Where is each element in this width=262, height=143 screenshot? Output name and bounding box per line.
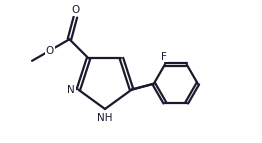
Text: O: O [71,5,79,15]
Text: N: N [68,85,75,95]
Text: F: F [161,52,167,62]
Text: O: O [45,46,54,56]
Text: NH: NH [97,113,113,123]
